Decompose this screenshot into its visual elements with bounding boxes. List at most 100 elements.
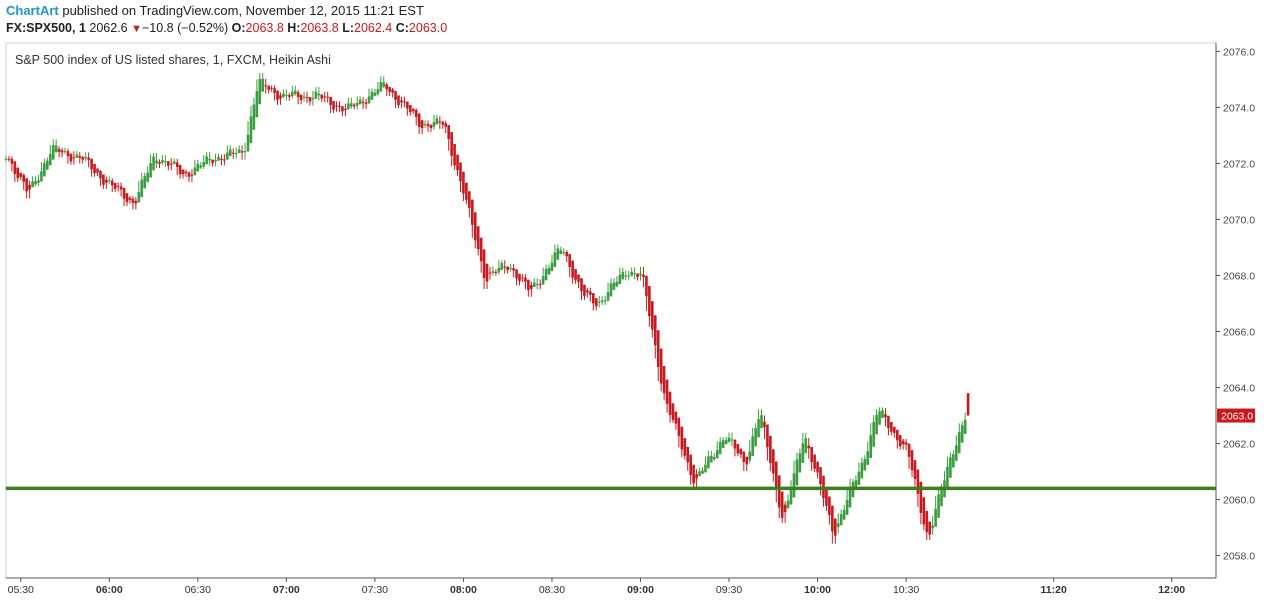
candle-body: [87, 157, 90, 160]
candle-body: [928, 521, 932, 535]
y-tick-label: 2068.0: [1223, 270, 1255, 282]
candle-body: [937, 494, 940, 518]
candle-body: [352, 104, 356, 107]
candle-body: [296, 92, 300, 98]
candle-body: [349, 103, 353, 107]
candle-body: [211, 159, 214, 164]
candle-body: [220, 158, 223, 160]
candle-body: [594, 298, 598, 307]
candle-body: [240, 151, 244, 153]
candle-body: [618, 274, 622, 285]
candle-body: [680, 426, 684, 450]
candle-body: [910, 450, 914, 471]
candle-body: [261, 78, 265, 92]
candle-body: [636, 273, 639, 278]
candle-body: [907, 443, 911, 457]
candle-body: [16, 167, 20, 179]
candle-body: [736, 444, 740, 454]
candle-body: [848, 487, 852, 508]
candle-body: [642, 274, 645, 278]
candle-body: [645, 275, 648, 297]
candle-body: [285, 95, 288, 97]
candle-body: [37, 180, 40, 183]
candle-body: [677, 417, 681, 436]
candle-body: [25, 178, 28, 192]
candle-body: [895, 429, 899, 441]
candle-body: [934, 508, 937, 527]
candle-body: [574, 269, 577, 280]
candle-body: [84, 156, 87, 159]
y-tick-label: 2062.0: [1223, 439, 1255, 451]
candle-body: [252, 104, 256, 130]
last-price-badge: [1217, 408, 1255, 423]
candle-body: [798, 453, 802, 473]
y-tick-label: 2064.0: [1223, 383, 1255, 395]
candle-body: [214, 160, 217, 162]
candle-body: [916, 469, 920, 494]
candle-body: [884, 414, 887, 418]
candle-body: [890, 421, 893, 432]
candle-body: [93, 163, 96, 174]
candle-body: [845, 500, 849, 515]
candle-body: [228, 149, 232, 156]
candle-body: [344, 108, 347, 110]
candle-body: [10, 158, 14, 164]
candle-body: [730, 439, 734, 441]
last-price-label: 2063.0: [1221, 411, 1253, 423]
close-label: C:: [395, 21, 409, 35]
symbol-label[interactable]: FX:SPX500, 1: [6, 21, 86, 35]
last-price: 2062.6: [89, 21, 128, 35]
candle-body: [149, 163, 152, 178]
candle-body: [742, 451, 746, 462]
candle-body: [347, 103, 350, 110]
candle-body: [202, 162, 206, 167]
candle-body: [795, 459, 799, 486]
candle-body: [320, 94, 324, 99]
candle-body: [556, 248, 560, 260]
candle-body: [769, 435, 772, 464]
candle-body: [237, 149, 241, 154]
y-tick-label: 2074.0: [1223, 102, 1255, 114]
candle-body: [302, 96, 306, 98]
plot-area[interactable]: [5, 42, 1217, 579]
candle-body: [63, 150, 67, 152]
candle-body: [872, 421, 875, 447]
candle-body: [246, 134, 250, 152]
candle-body: [668, 391, 672, 415]
author-link[interactable]: ChartArt: [6, 3, 59, 18]
candle-body: [196, 163, 200, 172]
candle-body: [397, 95, 400, 106]
candle-body: [276, 90, 279, 100]
candle-body: [181, 169, 185, 175]
candle-body: [367, 96, 371, 104]
candle-body: [78, 156, 82, 158]
candle-body: [355, 102, 359, 106]
candle-body: [763, 421, 766, 428]
candle-body: [258, 79, 262, 105]
x-tick-label: 07:30: [362, 584, 388, 596]
candle-body: [538, 284, 542, 286]
candle-body: [553, 252, 557, 267]
candle-body: [476, 226, 480, 250]
candle-body: [335, 105, 338, 107]
candle-body: [512, 268, 515, 271]
x-tick-label: 10:00: [804, 584, 831, 596]
candle-body: [766, 424, 769, 448]
candle-body: [107, 180, 111, 182]
x-tick-label: 10:30: [893, 584, 919, 596]
candle-body: [683, 438, 687, 456]
candle-body: [562, 251, 566, 253]
candle-body: [777, 475, 781, 508]
candle-body: [707, 456, 710, 469]
candle-body: [662, 366, 666, 394]
candle-body: [332, 100, 335, 110]
candle-body: [447, 125, 450, 140]
candle-body: [199, 165, 203, 168]
candle-body: [727, 437, 731, 443]
candle-body: [184, 171, 188, 174]
candle-body: [559, 250, 563, 255]
candle-body: [583, 284, 586, 296]
candle-body: [515, 269, 518, 279]
candle-body: [468, 191, 471, 209]
